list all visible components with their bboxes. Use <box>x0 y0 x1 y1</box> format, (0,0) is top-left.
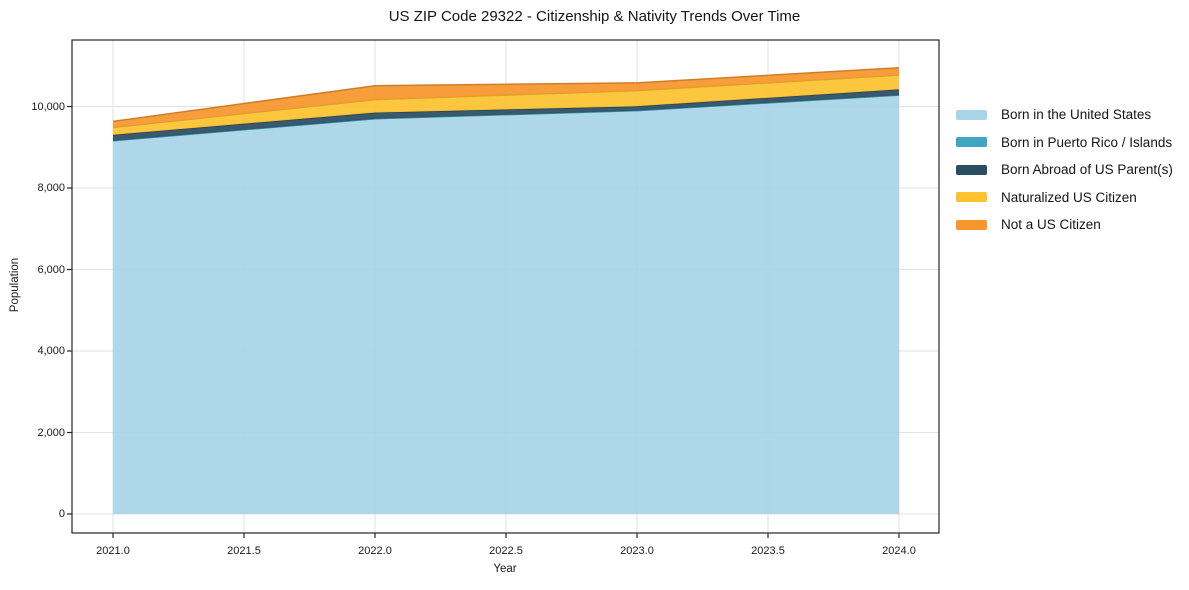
legend-item: Not a US Citizen <box>956 211 1173 239</box>
legend-swatch <box>956 192 987 203</box>
y-axis-label: Population <box>9 257 21 313</box>
legend: Born in the United States Born in Puerto … <box>956 101 1173 239</box>
x-tick-label: 2023.0 <box>620 545 654 557</box>
legend-label: Born in the United States <box>1001 107 1152 123</box>
y-tick-label: 4,000 <box>37 345 65 357</box>
area-edge <box>112 67 900 123</box>
area-not-a-us-citizen <box>113 67 899 128</box>
x-tick-label: 2022.0 <box>358 545 392 557</box>
x-axis-label: Year <box>493 563 517 575</box>
legend-swatch <box>956 164 987 175</box>
chart-title: US ZIP Code 29322 - Citizenship & Nativi… <box>388 8 801 25</box>
area-naturalized-us-citizen <box>113 75 899 135</box>
x-tick-label: 2022.5 <box>489 545 523 557</box>
legend-swatch <box>956 109 987 120</box>
area-born-in-the-united-states <box>113 95 899 514</box>
legend-label: Not a US Citizen <box>1001 217 1101 233</box>
legend-item: Born in Puerto Rico / Islands <box>956 129 1173 157</box>
y-tick-label: 6,000 <box>37 263 65 276</box>
x-tick-label: 2021.0 <box>96 545 130 557</box>
x-tick-label: 2021.5 <box>227 545 261 557</box>
y-tick-label: 10,000 <box>31 100 65 113</box>
legend-label: Naturalized US Citizen <box>1001 189 1137 205</box>
x-tick-label: 2024.0 <box>882 545 916 557</box>
legend-item: Naturalized US Citizen <box>956 184 1173 212</box>
x-tick-label: 2023.5 <box>751 545 785 557</box>
legend-swatch <box>956 219 987 230</box>
y-tick-label: 2,000 <box>37 426 65 439</box>
legend-label: Born in Puerto Rico / Islands <box>1001 134 1173 150</box>
legend-item: Born Abroad of US Parent(s) <box>956 156 1173 184</box>
y-tick-label: 0 <box>58 508 65 520</box>
legend-label: Born Abroad of US Parent(s) <box>1001 162 1173 178</box>
legend-swatch <box>956 137 987 148</box>
y-tick-label: 8,000 <box>37 182 65 194</box>
legend-item: Born in the United States <box>956 101 1173 129</box>
